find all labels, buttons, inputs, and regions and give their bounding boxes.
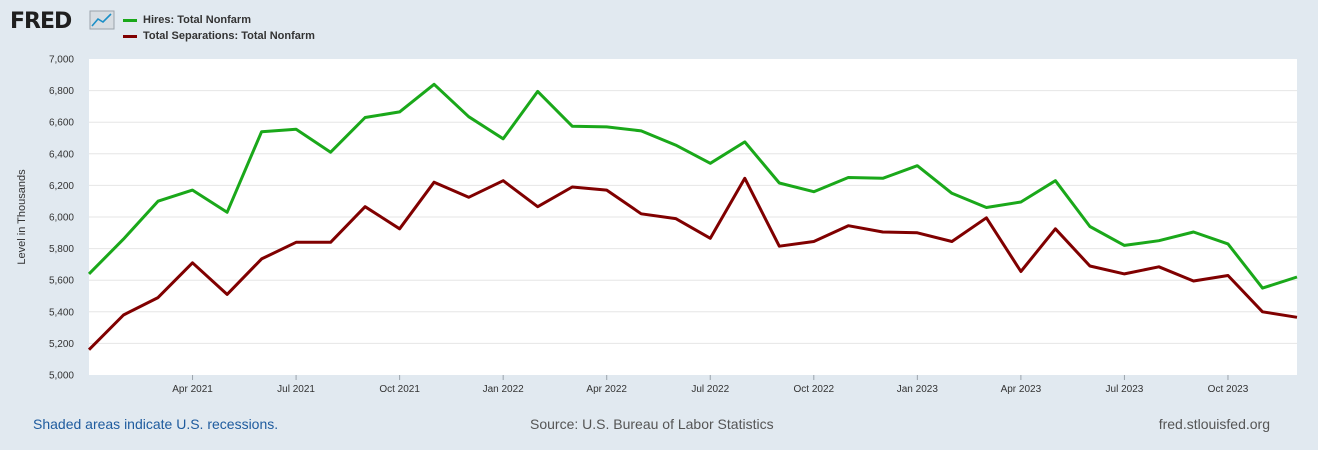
x-tick-label: Jul 2022 bbox=[691, 384, 729, 395]
x-tick-label: Oct 2022 bbox=[794, 384, 835, 395]
y-tick-label: 6,000 bbox=[49, 213, 74, 224]
y-tick-label: 5,200 bbox=[49, 339, 74, 350]
source-note: Source: U.S. Bureau of Labor Statistics bbox=[530, 416, 774, 432]
y-tick-label: 5,000 bbox=[49, 371, 74, 382]
legend-swatch-separations bbox=[123, 34, 137, 38]
chart-legend: Hires: Total Nonfarm Total Separations: … bbox=[123, 12, 315, 44]
x-tick-label: Oct 2021 bbox=[379, 384, 420, 395]
site-link[interactable]: fred.stlouisfed.org bbox=[1158, 416, 1270, 432]
y-axis-label: Level in Thousands bbox=[16, 169, 28, 265]
y-tick-label: 6,600 bbox=[49, 118, 74, 129]
y-tick-label: 5,800 bbox=[49, 244, 74, 255]
x-tick-label: Apr 2021 bbox=[172, 384, 213, 395]
legend-label-separations: Total Separations: Total Nonfarm bbox=[143, 30, 315, 42]
x-tick-label: Apr 2022 bbox=[586, 384, 627, 395]
x-axis-ticks: Apr 2021 Jul 2021 Oct 2021 Jan 2022 Apr 2022… bbox=[172, 375, 1249, 395]
recession-note: Shaded areas indicate U.S. recessions. bbox=[33, 416, 279, 432]
y-tick-label: 6,800 bbox=[49, 86, 74, 97]
x-tick-label: Jan 2022 bbox=[483, 384, 525, 395]
x-tick-label: Jul 2023 bbox=[1106, 384, 1144, 395]
x-tick-label: Apr 2023 bbox=[1001, 384, 1042, 395]
series-line-separations bbox=[87, 176, 1298, 351]
series-line-hires bbox=[87, 82, 1298, 290]
legend-label-hires: Hires: Total Nonfarm bbox=[143, 14, 251, 26]
legend-item-hires: Hires: Total Nonfarm bbox=[123, 12, 315, 28]
fred-logo-text: FRED bbox=[10, 9, 72, 34]
y-axis-ticks: 5,000 5,200 5,400 5,600 5,800 6,000 6,200 6,400… bbox=[49, 55, 74, 382]
legend-item-separations: Total Separations: Total Nonfarm bbox=[123, 28, 315, 44]
x-tick-label: Oct 2023 bbox=[1208, 384, 1249, 395]
legend-swatch-hires bbox=[123, 18, 137, 22]
fred-logo-chart-icon bbox=[89, 10, 115, 30]
y-tick-label: 6,400 bbox=[49, 149, 74, 160]
y-tick-label: 5,400 bbox=[49, 307, 74, 318]
gridlines bbox=[89, 90, 1297, 344]
y-tick-label: 7,000 bbox=[49, 55, 74, 66]
fred-logo: FRED bbox=[10, 9, 115, 34]
x-tick-label: Jul 2021 bbox=[277, 384, 315, 395]
x-tick-label: Jan 2023 bbox=[897, 384, 939, 395]
y-tick-label: 5,600 bbox=[49, 276, 74, 287]
series-lines bbox=[87, 82, 1298, 351]
y-tick-label: 6,200 bbox=[49, 181, 74, 192]
